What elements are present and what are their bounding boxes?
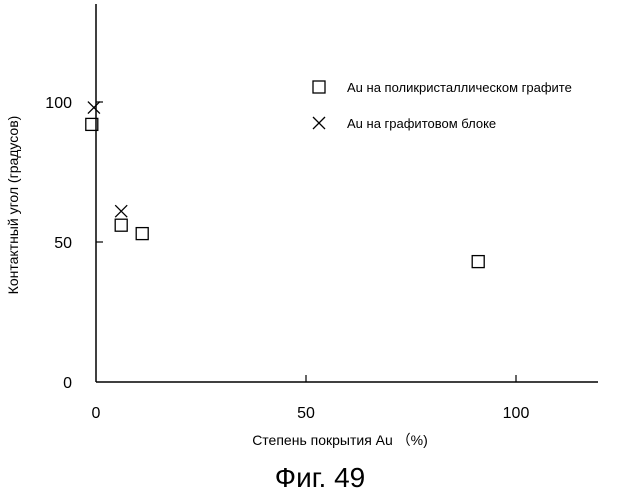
x-axis-label: Степень покрытия Au （%) xyxy=(252,432,428,448)
y-tick-label: 50 xyxy=(54,235,72,252)
x-tick-label: 100 xyxy=(503,405,530,422)
y-axis-label: Контактный угол (градусов) xyxy=(5,116,21,295)
x-tick-label: 50 xyxy=(297,405,315,422)
x-data-point xyxy=(115,205,127,217)
legend-entry-label: Au на поликристаллическом графите xyxy=(347,80,572,95)
figure-caption: Фиг. 49 xyxy=(0,462,640,494)
square-data-point xyxy=(115,219,127,231)
y-tick-label: 100 xyxy=(45,95,72,112)
square-data-point xyxy=(472,256,484,268)
square-data-point xyxy=(136,228,148,240)
x-data-point xyxy=(88,102,100,114)
axes xyxy=(96,4,598,382)
legend: Au на поликристаллическом графите Au на г… xyxy=(313,80,572,131)
legend-marker-square xyxy=(313,81,325,93)
tick-labels: 0 50 100 0 50 100 xyxy=(45,95,529,422)
legend-marker-x xyxy=(313,117,325,129)
y-tick-label: 0 xyxy=(63,375,72,392)
x-tick-label: 0 xyxy=(92,405,101,422)
legend-entry-label: Au на графитовом блоке xyxy=(347,116,496,131)
